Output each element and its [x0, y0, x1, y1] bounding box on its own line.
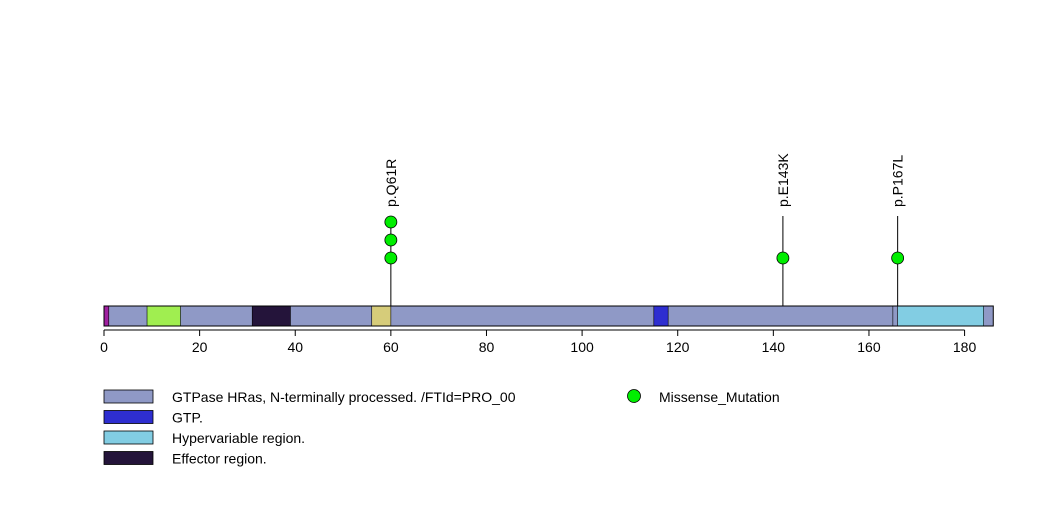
x-tick-label: 160 [857, 339, 881, 355]
mutation-label: p.E143K [775, 153, 791, 207]
mutation-dot [384, 233, 398, 247]
x-tick-label: 60 [383, 339, 399, 355]
mutation-dot [891, 251, 905, 265]
protein-domain-segment [892, 306, 898, 326]
protein-domain-segment [897, 306, 984, 326]
x-tick-label: 20 [192, 339, 208, 355]
x-tick-label: 100 [570, 339, 594, 355]
legend-swatch [103, 451, 154, 465]
legend-mutation-dot [627, 389, 641, 403]
protein-domain-segment [252, 306, 291, 326]
x-tick-label: 120 [666, 339, 690, 355]
x-tick-label: 40 [287, 339, 303, 355]
protein-domain-segment [371, 306, 391, 326]
mutation-dot [384, 215, 398, 229]
protein-domain-segment [104, 306, 109, 326]
protein-domain-segment [668, 306, 893, 326]
protein-outline [103, 305, 994, 327]
legend-label: Hypervariable region. [172, 430, 305, 446]
mutation-dot [384, 251, 398, 265]
lollipop-layer: p.Q61R p.E143K p.P167L [383, 153, 906, 306]
mutation-label: p.Q61R [383, 159, 399, 207]
protein-domain-segment [108, 306, 148, 326]
protein-domain-segment [290, 306, 372, 326]
x-tick-label: 80 [479, 339, 495, 355]
x-axis: 0 20 40 60 80 100 120 140 160 180 [100, 329, 977, 355]
protein-bar [103, 305, 994, 327]
legend-swatch [103, 389, 154, 404]
mutation-label: p.P167L [890, 155, 906, 207]
protein-domain-segment [180, 306, 253, 326]
protein-domain-segment [983, 306, 994, 326]
legend-label: GTPase HRas, N-terminally processed. /FT… [172, 389, 516, 405]
x-tick-label: 180 [953, 339, 977, 355]
legend-swatch [103, 430, 154, 445]
legend: GTPase HRas, N-terminally processed. /FT… [103, 389, 780, 467]
legend-label: Effector region. [172, 451, 267, 467]
protein-domain-segment [390, 306, 654, 326]
protein-domain-segment [653, 306, 669, 326]
x-tick-label: 140 [762, 339, 786, 355]
mutation-dot [776, 251, 790, 265]
legend-label: Missense_Mutation [659, 389, 780, 405]
protein-domain-segment [147, 306, 181, 326]
legend-label: GTP. [172, 410, 203, 426]
legend-swatch [103, 410, 154, 424]
x-tick-label: 0 [100, 339, 108, 355]
